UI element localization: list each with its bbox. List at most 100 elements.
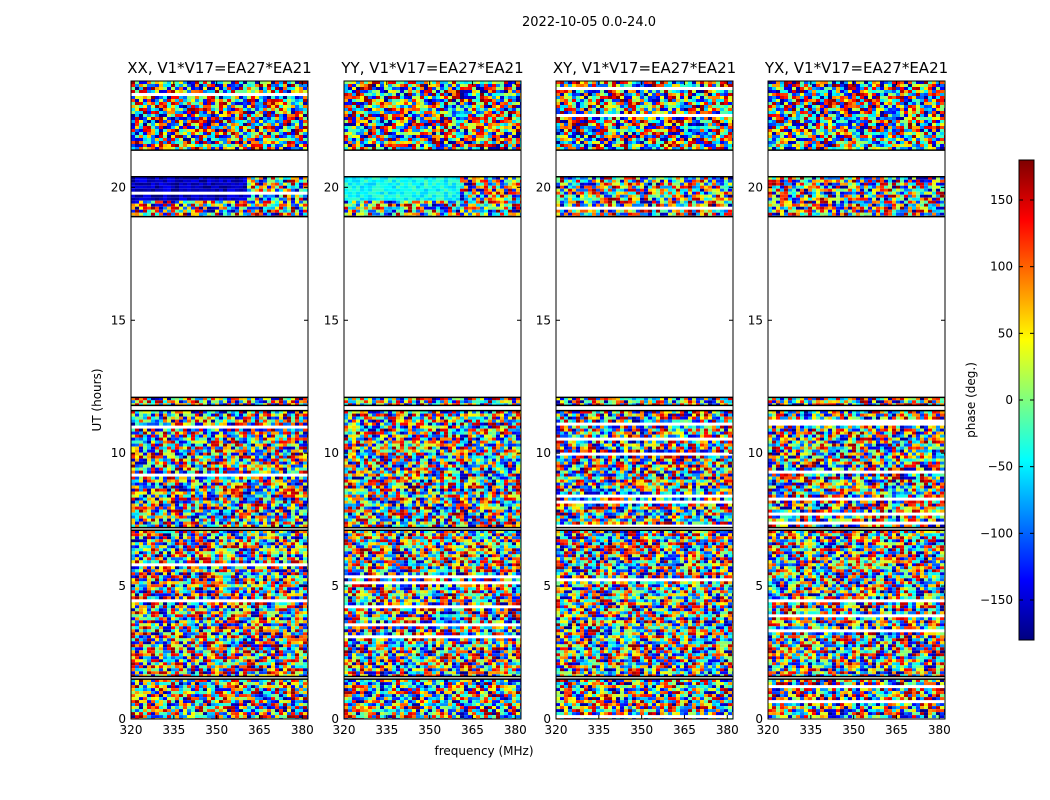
heatmap-cell — [279, 626, 283, 630]
heatmap-cell — [251, 452, 255, 456]
heatmap-cell — [203, 197, 207, 201]
heatmap-cell — [267, 497, 271, 501]
heatmap-cell — [263, 179, 267, 183]
heatmap-cell — [147, 416, 151, 420]
heatmap-cell — [187, 539, 191, 543]
heatmap-cell — [271, 397, 275, 401]
heatmap-cell — [207, 629, 211, 633]
heatmap-cell — [231, 605, 235, 609]
heatmap-cell — [163, 623, 167, 627]
heatmap-cell — [159, 503, 163, 507]
heatmap-cell — [219, 584, 223, 588]
heatmap-cell — [255, 572, 259, 576]
heatmap-cell — [299, 611, 303, 615]
heatmap-cell — [287, 464, 291, 468]
heatmap-cell — [131, 659, 135, 663]
heatmap-cell — [151, 440, 155, 444]
heatmap-cell — [183, 638, 187, 642]
heatmap-cell — [207, 518, 211, 522]
heatmap-cell — [259, 413, 263, 417]
heatmap-cell — [195, 581, 199, 585]
heatmap-cell — [283, 617, 287, 621]
heatmap-cell — [143, 682, 147, 686]
heatmap-cell — [191, 536, 195, 540]
heatmap-cell — [283, 524, 287, 528]
heatmap-cell — [143, 533, 147, 537]
heatmap-cell — [299, 194, 303, 198]
heatmap-cell — [191, 584, 195, 588]
heatmap-cell — [199, 560, 203, 564]
heatmap-cell — [159, 431, 163, 435]
heatmap-cell — [235, 497, 239, 501]
heatmap-cell — [175, 482, 179, 486]
heatmap-cell — [203, 587, 207, 591]
heatmap-cell — [291, 464, 295, 468]
heatmap-cell — [139, 464, 143, 468]
heatmap-cell — [135, 194, 139, 198]
heatmap-cell — [187, 584, 191, 588]
heatmap-cell — [279, 629, 283, 633]
heatmap-cell — [247, 419, 251, 423]
heatmap-cell — [195, 662, 199, 666]
heatmap-cell — [283, 671, 287, 675]
heatmap-cell — [159, 566, 163, 570]
heatmap-cell — [195, 431, 199, 435]
heatmap-cell — [299, 431, 303, 435]
heatmap-cell — [271, 521, 275, 525]
heatmap-cell — [163, 679, 167, 683]
heatmap-cell — [139, 632, 143, 636]
heatmap-cell — [271, 185, 275, 189]
heatmap-cell — [163, 455, 167, 459]
heatmap-cell — [279, 545, 283, 549]
heatmap-cell — [215, 653, 219, 657]
heatmap-cell — [159, 533, 163, 537]
heatmap-cell — [171, 482, 175, 486]
heatmap-cell — [131, 653, 135, 657]
heatmap-cell — [135, 557, 139, 561]
heatmap-cell — [287, 197, 291, 201]
heatmap-cell — [235, 403, 239, 406]
heatmap-cell — [303, 491, 307, 495]
heatmap-cell — [227, 584, 231, 588]
heatmap-cell — [295, 542, 299, 546]
heatmap-cell — [135, 440, 139, 444]
heatmap-cell — [235, 593, 239, 597]
heatmap-cell — [271, 572, 275, 576]
heatmap-cell — [199, 503, 203, 507]
heatmap-cell — [219, 419, 223, 423]
heatmap-cell — [271, 530, 275, 534]
heatmap-cell — [131, 503, 135, 507]
heatmap-cell — [143, 479, 147, 483]
heatmap-cell — [239, 437, 243, 441]
heatmap-cell — [263, 682, 267, 686]
heatmap-cell — [227, 416, 231, 420]
heatmap-cell — [155, 709, 159, 713]
heatmap-cell — [183, 443, 187, 447]
heatmap-cell — [219, 623, 223, 627]
heatmap-cell — [219, 700, 223, 704]
heatmap-cell — [171, 470, 175, 474]
heatmap-cell — [291, 644, 295, 648]
heatmap-cell — [239, 614, 243, 618]
heatmap-cell — [167, 656, 171, 660]
heatmap-cell — [219, 596, 223, 600]
heatmap-cell — [203, 446, 207, 450]
heatmap-cell — [183, 452, 187, 456]
heatmap-cell — [263, 566, 267, 570]
heatmap-cell — [191, 587, 195, 591]
heatmap-cell — [139, 434, 143, 438]
heatmap-cell — [279, 539, 283, 543]
heatmap-cell — [295, 665, 299, 669]
heatmap-cell — [303, 715, 307, 719]
heatmap-cell — [211, 437, 215, 441]
heatmap-cell — [139, 596, 143, 600]
heatmap-cell — [155, 632, 159, 636]
heatmap-cell — [279, 635, 283, 639]
heatmap-cell — [219, 629, 223, 633]
heatmap-cell — [247, 464, 251, 468]
heatmap-cell — [279, 464, 283, 468]
heatmap-cell — [135, 512, 139, 516]
heatmap-cell — [263, 485, 267, 489]
heatmap-cell — [211, 509, 215, 513]
heatmap-cell — [227, 419, 231, 423]
